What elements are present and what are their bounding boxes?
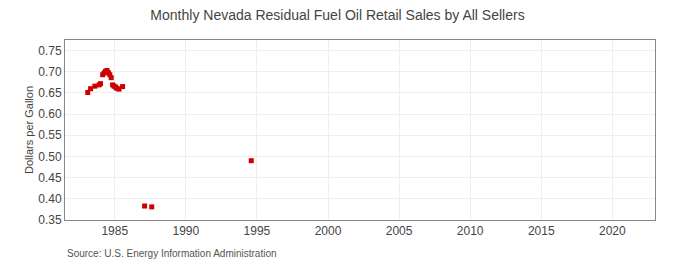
svg-text:0.40: 0.40: [38, 192, 62, 206]
svg-text:0.55: 0.55: [38, 128, 62, 142]
svg-text:1995: 1995: [244, 224, 271, 238]
svg-text:2020: 2020: [599, 224, 626, 238]
svg-text:0.75: 0.75: [38, 44, 62, 58]
svg-text:2010: 2010: [457, 224, 484, 238]
svg-text:2015: 2015: [528, 224, 555, 238]
svg-text:0.45: 0.45: [38, 171, 62, 185]
svg-text:Monthly Nevada Residual Fuel O: Monthly Nevada Residual Fuel Oil Retail …: [150, 7, 524, 23]
svg-text:2000: 2000: [315, 224, 342, 238]
svg-text:1985: 1985: [101, 224, 128, 238]
svg-text:0.60: 0.60: [38, 107, 62, 121]
svg-text:1990: 1990: [172, 224, 199, 238]
svg-text:Dollars per Gallon: Dollars per Gallon: [23, 86, 35, 174]
svg-text:Source: U.S. Energy Informatio: Source: U.S. Energy Information Administ…: [67, 248, 277, 259]
svg-text:0.65: 0.65: [38, 86, 62, 100]
svg-text:0.70: 0.70: [38, 65, 62, 79]
svg-text:2005: 2005: [386, 224, 413, 238]
svg-text:0.35: 0.35: [38, 213, 62, 227]
svg-text:0.50: 0.50: [38, 150, 62, 164]
